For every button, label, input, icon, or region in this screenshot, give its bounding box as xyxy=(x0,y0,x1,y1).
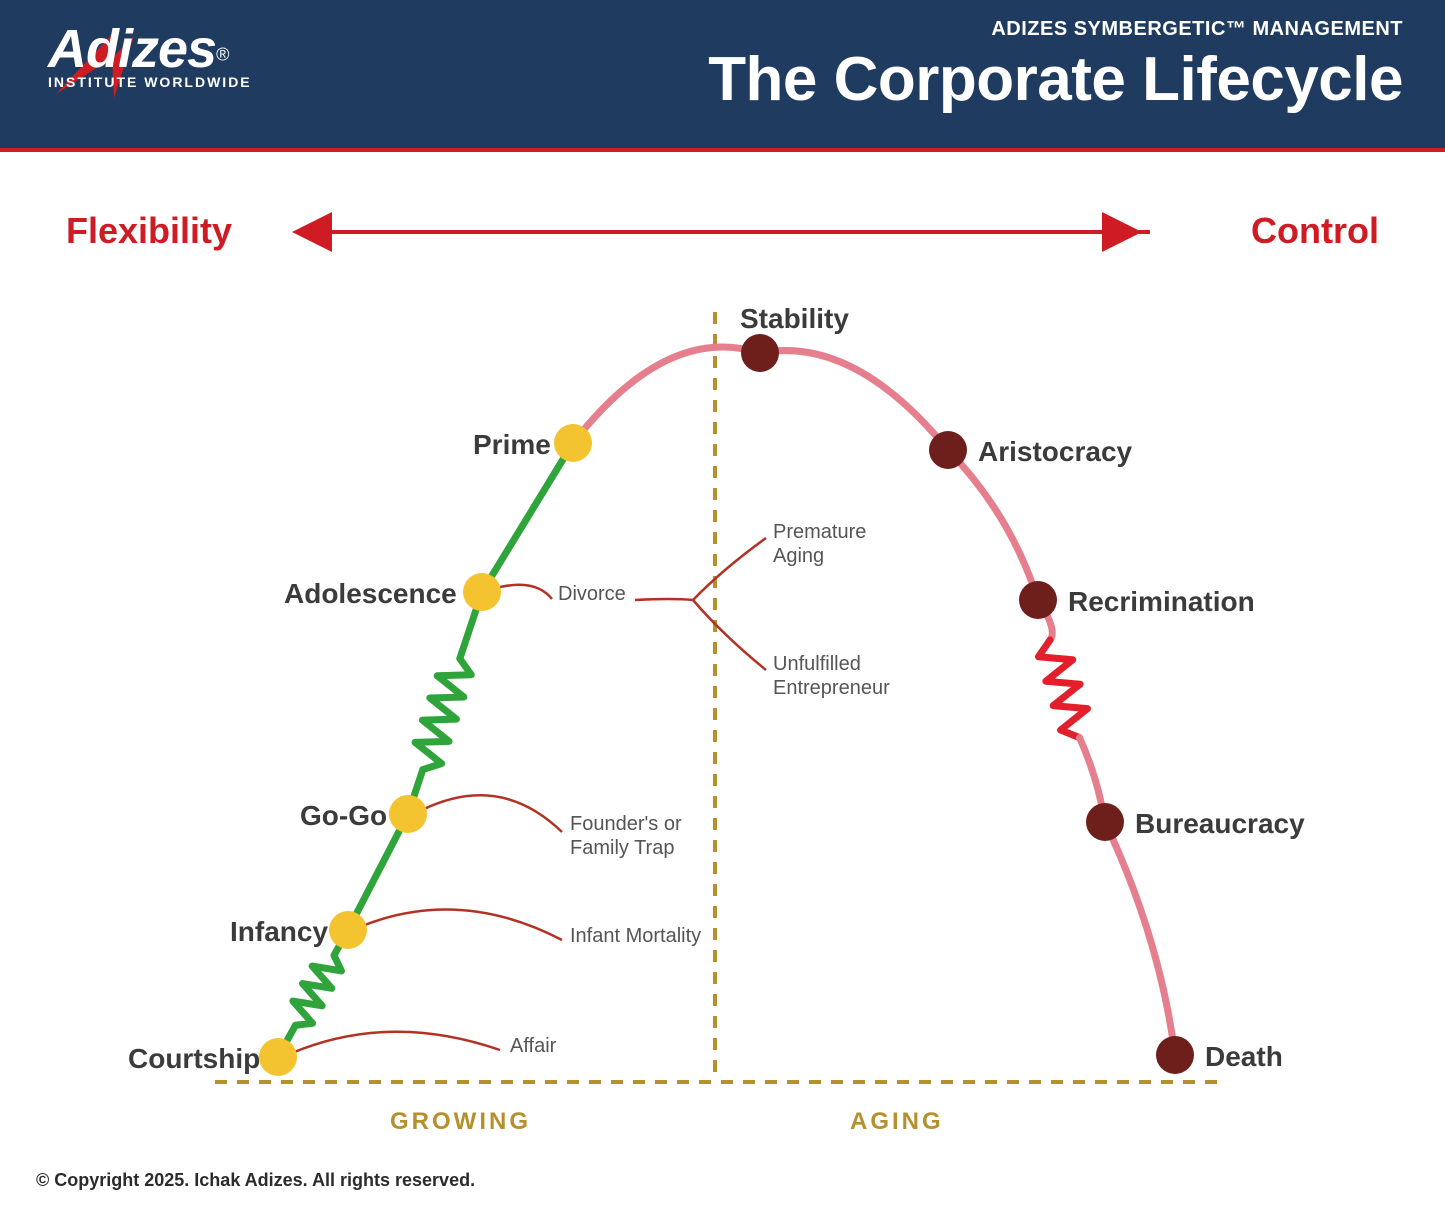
stage-dot-adolescence xyxy=(463,573,501,611)
trap-label-unfulfilled_entrepreneur: UnfulfilledEntrepreneur xyxy=(773,652,890,700)
stage-label-aristocracy: Aristocracy xyxy=(978,436,1132,468)
stage-label-prime: Prime xyxy=(473,429,551,461)
stage-label-bureaucracy: Bureaucracy xyxy=(1135,808,1305,840)
stage-dot-recrimination xyxy=(1019,581,1057,619)
trap-label-founders_trap: Founder's orFamily Trap xyxy=(570,812,682,860)
trap-label-premature_aging: PrematureAging xyxy=(773,520,866,568)
logo-subtitle: INSTITUTE WORLDWIDE xyxy=(48,74,252,90)
trap-arc-divorce xyxy=(496,585,552,599)
stage-dot-courtship xyxy=(259,1038,297,1076)
stage-label-infancy: Infancy xyxy=(230,916,328,948)
stage-dot-prime xyxy=(554,424,592,462)
trap-label-affair: Affair xyxy=(510,1034,556,1058)
logo-registered: ® xyxy=(216,45,229,65)
trap-arc-affair xyxy=(292,1032,500,1053)
logo: Adizes® INSTITUTE WORLDWIDE xyxy=(48,18,252,90)
stage-label-recrimination: Recrimination xyxy=(1068,586,1255,618)
trap-arc-founders_trap xyxy=(422,795,562,832)
trap-label-infant_mortality: Infant Mortality xyxy=(570,924,701,948)
stage-label-death: Death xyxy=(1205,1041,1283,1073)
stage-label-adolescence: Adolescence xyxy=(284,578,457,610)
phase-label-aging: AGING xyxy=(850,1108,944,1136)
header-bar: Adizes® INSTITUTE WORLDWIDE ADIZES SYMBE… xyxy=(0,0,1445,148)
page: Adizes® INSTITUTE WORLDWIDE ADIZES SYMBE… xyxy=(0,0,1445,1211)
stage-label-gogo: Go-Go xyxy=(300,800,387,832)
trap-label-divorce: Divorce xyxy=(558,582,626,606)
chart-area: Flexibility Control CourtshipInfancyGo-G… xyxy=(0,152,1445,1172)
stage-dot-death xyxy=(1156,1036,1194,1074)
stage-label-stability: Stability xyxy=(740,303,849,335)
copyright-text: © Copyright 2025. Ichak Adizes. All righ… xyxy=(36,1170,475,1191)
header-title: The Corporate Lifecycle xyxy=(708,44,1403,115)
stage-label-courtship: Courtship xyxy=(128,1043,260,1075)
header-small-title: ADIZES SYMBERGETIC™ MANAGEMENT xyxy=(991,18,1403,41)
stage-dot-infancy xyxy=(329,911,367,949)
stage-dot-stability xyxy=(741,334,779,372)
divorce-branch-unfulfilled_entrepreneur xyxy=(693,600,766,670)
logo-text: Adizes xyxy=(48,19,216,79)
stage-dot-aristocracy xyxy=(929,431,967,469)
phase-label-growing: GROWING xyxy=(390,1108,531,1136)
trap-arc-infant_mortality xyxy=(362,909,562,940)
lifecycle-diagram xyxy=(0,152,1445,1172)
stage-dot-bureaucracy xyxy=(1086,803,1124,841)
divorce-branch-premature_aging xyxy=(693,538,766,600)
stage-dot-gogo xyxy=(389,795,427,833)
